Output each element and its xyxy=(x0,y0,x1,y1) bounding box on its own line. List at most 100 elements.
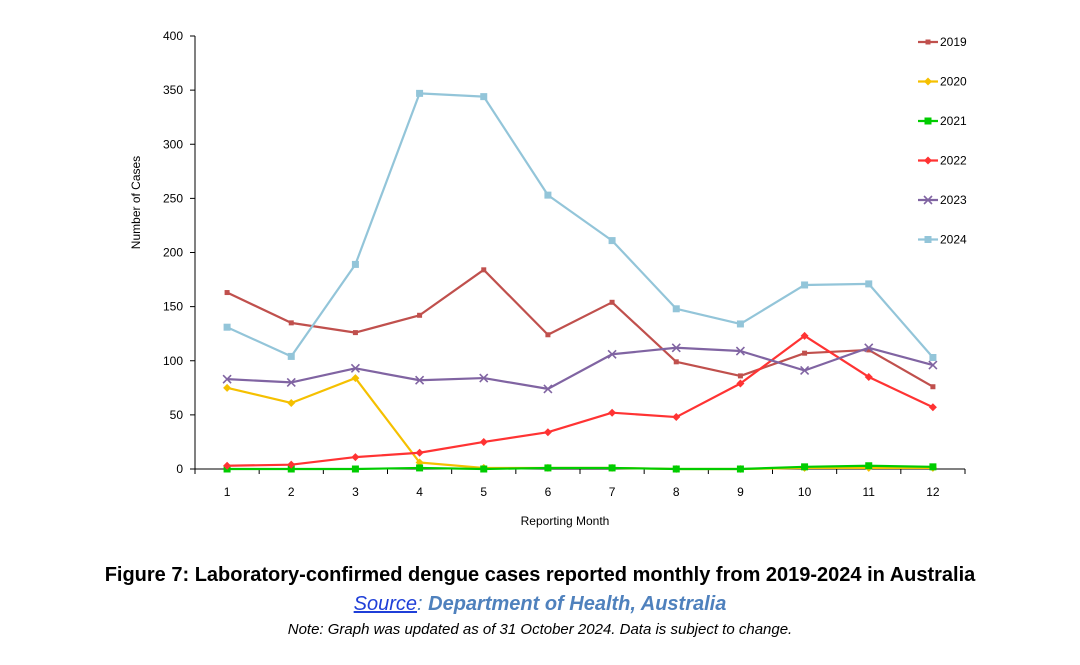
data-point-2021 xyxy=(865,462,873,470)
data-point-2024 xyxy=(480,93,488,101)
data-point-2021 xyxy=(544,464,552,472)
data-point-2024 xyxy=(865,280,873,288)
data-point-2019 xyxy=(545,332,551,338)
legend-swatch-marker xyxy=(924,156,932,165)
figure-note: Note: Graph was updated as of 31 October… xyxy=(287,621,793,638)
legend-swatch-marker xyxy=(924,77,932,86)
y-axis-title: Number of Cases xyxy=(129,156,143,249)
data-point-2023 xyxy=(543,384,553,394)
x-tick-label: 10 xyxy=(798,485,812,499)
chart-area: 0 50 100 150 200 250 300 350 400 1 2 3 4 5 6 7 8 9 10 11 12 R… xyxy=(129,29,967,528)
legend-label: 2024 xyxy=(940,233,967,247)
data-point-2019 xyxy=(802,350,808,356)
data-point-2022 xyxy=(672,413,681,422)
y-tick-label: 0 xyxy=(176,462,183,476)
data-point-2019 xyxy=(866,347,872,353)
data-point-2022 xyxy=(928,403,937,412)
data-point-2024 xyxy=(544,191,552,199)
data-point-2022 xyxy=(415,448,424,457)
figure-title: Figure 7: Laboratory-confirmed dengue ca… xyxy=(104,564,976,586)
series-line-2019 xyxy=(226,268,934,388)
series-line-2023 xyxy=(227,346,934,390)
x-tick-label: 1 xyxy=(224,485,231,499)
data-point-2024 xyxy=(929,354,937,362)
data-point-2024 xyxy=(351,260,359,268)
legend-label: 2020 xyxy=(940,75,967,89)
series-line-2024 xyxy=(226,92,934,359)
legend-item-2021: 2021 xyxy=(918,114,967,128)
legend-item-2023: 2023 xyxy=(918,193,967,207)
data-point-2023 xyxy=(607,349,617,359)
data-point-2021 xyxy=(351,465,359,473)
data-point-2022 xyxy=(223,461,232,470)
x-tick-label: 7 xyxy=(609,485,616,499)
data-point-2021 xyxy=(480,465,488,473)
x-tick-label: 5 xyxy=(480,485,487,499)
figure-caption: Figure 7: Laboratory-confirmed dengue ca… xyxy=(0,560,1080,642)
data-point-2024 xyxy=(801,281,809,289)
data-point-2021 xyxy=(608,464,616,472)
legend-label: 2023 xyxy=(940,193,967,207)
x-axis-title: Reporting Month xyxy=(521,514,610,528)
x-tick-label: 11 xyxy=(863,485,876,499)
x-tick-label: 6 xyxy=(545,485,552,499)
data-point-2023 xyxy=(735,346,745,356)
data-point-2021 xyxy=(929,463,937,471)
data-point-2024 xyxy=(672,305,680,313)
legend-swatch-marker xyxy=(924,117,932,125)
source-separator: : xyxy=(417,593,423,615)
data-point-2022 xyxy=(864,372,873,381)
legend-item-2019: 2019 xyxy=(918,35,967,49)
y-tick-label: 50 xyxy=(170,408,184,422)
data-point-2020 xyxy=(351,374,360,383)
y-tick-label: 150 xyxy=(163,300,183,314)
data-point-2019 xyxy=(481,267,487,273)
legend-label: 2019 xyxy=(940,35,967,49)
data-point-2024 xyxy=(416,89,424,97)
legend-swatch-marker xyxy=(924,236,932,243)
series-line-2022 xyxy=(227,334,934,467)
x-tick-label: 9 xyxy=(737,485,744,499)
x-tick-label: 4 xyxy=(416,485,423,499)
data-point-2022 xyxy=(736,379,745,388)
data-point-2019 xyxy=(224,290,230,296)
legend-item-2022: 2022 xyxy=(918,154,967,168)
data-point-2019 xyxy=(930,384,936,390)
x-tick-label: 8 xyxy=(673,485,680,499)
data-point-2022 xyxy=(800,331,809,340)
data-point-2021 xyxy=(736,465,744,473)
data-point-2022 xyxy=(479,437,488,446)
data-point-2024 xyxy=(287,352,295,360)
x-tick-label: 12 xyxy=(926,485,940,499)
data-point-2024 xyxy=(223,323,231,331)
data-point-2022 xyxy=(543,428,552,437)
source-organization: Department of Health, Australia xyxy=(428,593,727,615)
data-point-2022 xyxy=(608,408,617,417)
y-tick-label: 250 xyxy=(163,191,183,205)
data-point-2021 xyxy=(672,465,680,473)
source-link[interactable]: Source xyxy=(353,593,418,615)
legend-label: 2022 xyxy=(940,154,967,168)
data-point-2023 xyxy=(286,377,296,387)
data-point-2019 xyxy=(609,299,615,305)
x-tick-label: 2 xyxy=(288,485,295,499)
legend-swatch-marker xyxy=(925,39,931,45)
data-point-2019 xyxy=(417,312,423,318)
data-point-2023 xyxy=(415,375,425,385)
legend-item-2024: 2024 xyxy=(918,233,967,247)
legend-item-2020: 2020 xyxy=(918,75,967,89)
data-point-2020 xyxy=(287,398,296,407)
y-tick-label: 100 xyxy=(163,354,183,368)
data-point-2019 xyxy=(288,320,294,326)
data-point-2023 xyxy=(800,365,810,376)
data-point-2023 xyxy=(671,343,681,353)
data-point-2023 xyxy=(222,374,232,384)
data-point-2020 xyxy=(223,383,232,392)
data-point-2022 xyxy=(287,460,296,469)
data-point-2019 xyxy=(737,373,743,379)
data-point-2021 xyxy=(287,465,295,473)
legend-swatch-marker xyxy=(923,195,933,205)
figure-source: Source: Department of Health, Australia xyxy=(0,590,1080,618)
data-point-2019 xyxy=(673,359,679,365)
